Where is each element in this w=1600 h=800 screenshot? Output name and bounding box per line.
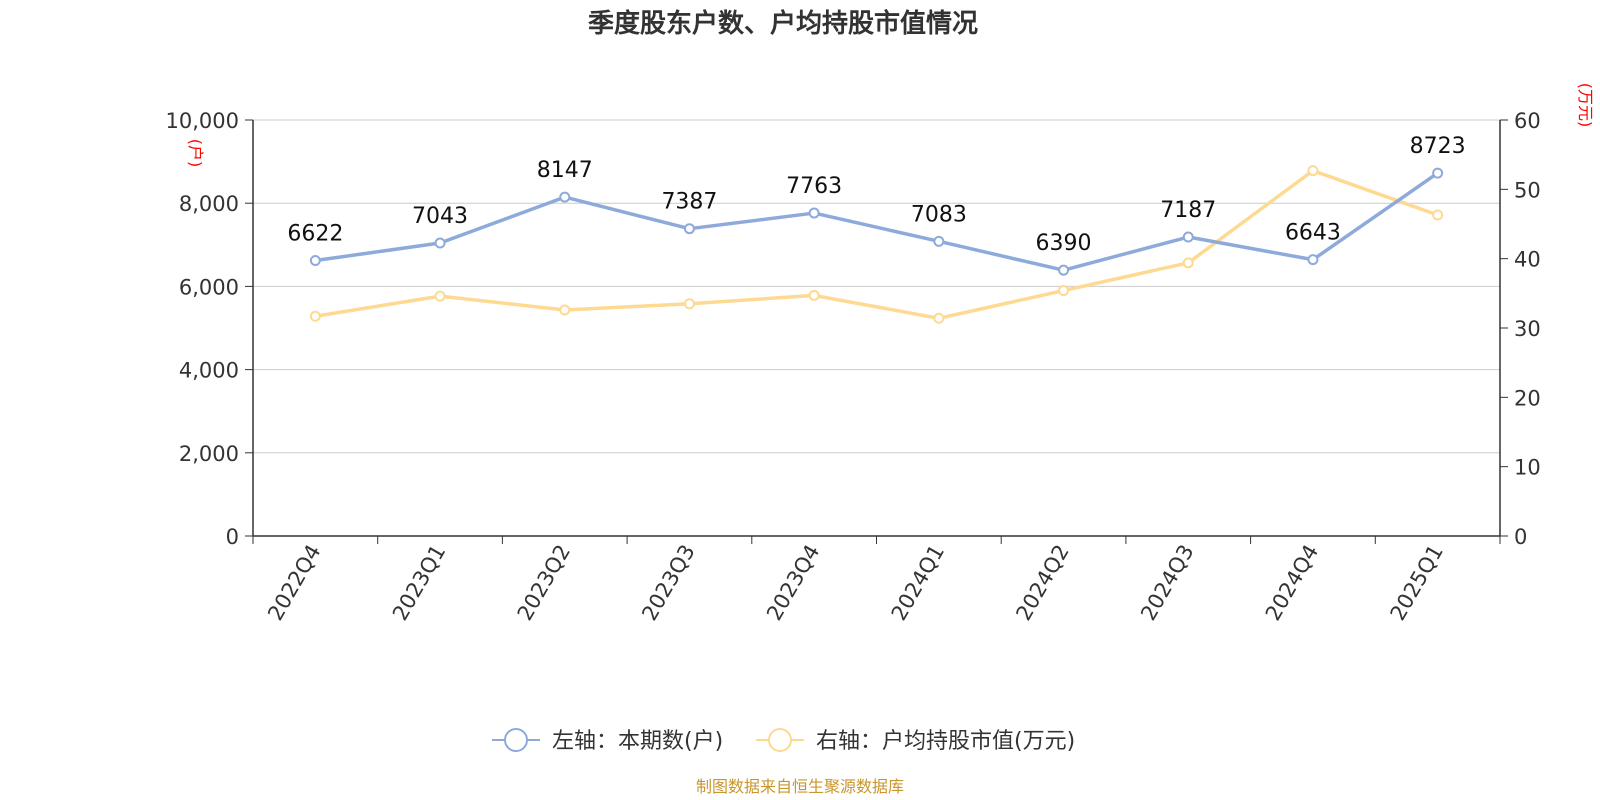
data-point-left — [808, 207, 820, 219]
data-point-left — [683, 223, 695, 235]
data-point-right — [683, 298, 695, 310]
y-left-tick-label: 2,000 — [179, 442, 239, 466]
y-left-tick-label: 10,000 — [166, 109, 239, 133]
data-label-left: 7763 — [786, 174, 842, 199]
y-right-tick-label: 50 — [1514, 178, 1541, 202]
data-point-right — [1058, 285, 1070, 297]
data-point-left — [1432, 167, 1444, 179]
data-label-left: 6622 — [287, 222, 343, 247]
series-right — [309, 165, 1444, 324]
legend: 左轴：本期数(户) 右轴：户均持股市值(万元) — [492, 728, 1075, 754]
x-tick-label: 2024Q2 — [1011, 541, 1073, 625]
series-line-left — [315, 171, 1439, 272]
legend-label-left: 左轴：本期数(户) — [552, 729, 723, 754]
x-tick-label: 2022Q4 — [263, 541, 325, 625]
legend-item-right[interactable]: 右轴：户均持股市值(万元) — [756, 728, 1075, 754]
y-left-tick-label: 0 — [226, 525, 239, 549]
y-left-tick-label: 8,000 — [179, 192, 239, 216]
x-tick-label: 2024Q1 — [887, 541, 949, 625]
y-right-tick-label: 40 — [1514, 248, 1541, 272]
data-point-left — [309, 255, 321, 267]
series-left: 6622 7043 8147 7387 7763 7083 6390 7187 6643 8723 — [287, 134, 1466, 276]
data-point-right — [309, 310, 321, 322]
data-label-left: 7387 — [661, 190, 717, 215]
x-tick-label: 2023Q4 — [762, 541, 824, 625]
data-point-left — [1058, 264, 1070, 276]
data-point-left — [933, 235, 945, 247]
legend-label-right: 右轴：户均持股市值(万元) — [816, 729, 1075, 754]
series-line-right — [315, 168, 1439, 321]
data-label-left: 6643 — [1285, 221, 1341, 246]
data-point-right — [933, 312, 945, 324]
data-point-left — [434, 237, 446, 249]
y-right-tick-label: 60 — [1514, 109, 1541, 133]
y-left-tick-label: 6,000 — [179, 275, 239, 299]
x-tick-label: 2023Q3 — [637, 541, 699, 625]
data-point-right — [434, 290, 446, 302]
data-point-right — [559, 304, 571, 316]
y-right-tick-label: 0 — [1514, 525, 1527, 549]
data-point-left — [1182, 231, 1194, 243]
y-right-tick-label: 30 — [1514, 317, 1541, 341]
data-source: 制图数据来自恒生聚源数据库 — [696, 777, 904, 796]
data-point-right — [1432, 209, 1444, 221]
left-axis-unit: (户) — [186, 139, 205, 168]
data-label-left: 8147 — [537, 158, 593, 183]
legend-item-left[interactable]: 左轴：本期数(户) — [492, 728, 723, 754]
y-right-tick-label: 10 — [1514, 456, 1541, 480]
data-label-left: 7043 — [412, 204, 468, 229]
data-point-right — [1307, 165, 1319, 177]
x-tick-label: 2025Q1 — [1386, 541, 1448, 625]
data-label-left: 7187 — [1160, 198, 1216, 223]
x-tick-label: 2023Q2 — [513, 541, 575, 625]
data-label-left: 7083 — [911, 202, 967, 227]
chart-title: 季度股东户数、户均持股市值情况 — [588, 8, 978, 39]
x-tick-label: 2024Q3 — [1136, 541, 1198, 625]
data-point-left — [1307, 254, 1319, 266]
y-left-tick-label: 4,000 — [179, 359, 239, 383]
data-label-left: 8723 — [1410, 134, 1466, 159]
data-point-right — [1182, 257, 1194, 269]
x-tick-label: 2023Q1 — [388, 541, 450, 625]
y-right-tick-label: 20 — [1514, 386, 1541, 410]
data-label-left: 6390 — [1036, 231, 1092, 256]
data-point-right — [808, 289, 820, 301]
x-tick-label: 2024Q4 — [1261, 541, 1323, 625]
right-axis-unit: (万元) — [1576, 83, 1595, 128]
data-point-left — [559, 191, 571, 203]
axes: 0 2,000 4,000 6,000 8,000 10,000 0 10 20 30 40 50 60… — [166, 109, 1541, 625]
series-layer: 6622 7043 8147 7387 7763 7083 6390 7187 6643 8723 — [287, 134, 1466, 324]
grid-lines — [253, 119, 1500, 454]
